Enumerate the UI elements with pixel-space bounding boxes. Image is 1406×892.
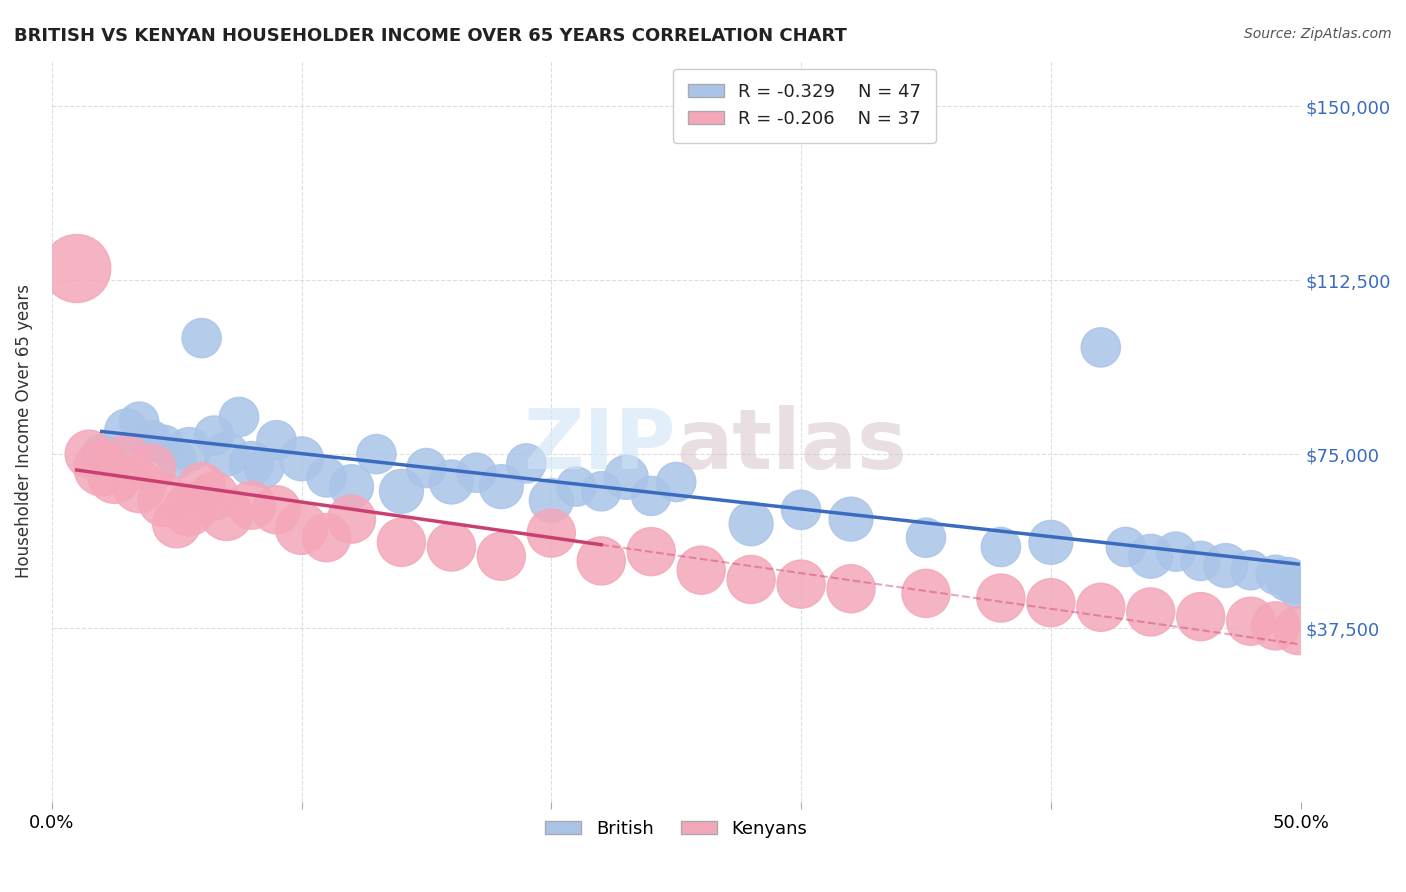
Point bbox=[515, 457, 537, 471]
Point bbox=[166, 451, 188, 466]
Point bbox=[740, 573, 762, 587]
Point bbox=[415, 461, 437, 475]
Point bbox=[1285, 577, 1308, 591]
Point bbox=[290, 451, 312, 466]
Point bbox=[115, 424, 138, 438]
Point bbox=[366, 447, 388, 461]
Point bbox=[391, 535, 413, 549]
Point bbox=[141, 434, 163, 448]
Point bbox=[1090, 600, 1112, 615]
Point bbox=[839, 512, 862, 526]
Point bbox=[614, 470, 637, 484]
Point bbox=[665, 475, 688, 489]
Point bbox=[90, 461, 112, 475]
Point bbox=[228, 409, 250, 424]
Point bbox=[128, 415, 150, 429]
Point bbox=[690, 563, 713, 577]
Text: ZIP: ZIP bbox=[523, 405, 676, 486]
Point bbox=[266, 503, 288, 517]
Point bbox=[1039, 596, 1062, 610]
Point bbox=[190, 331, 212, 345]
Point bbox=[491, 549, 513, 564]
Point bbox=[540, 493, 562, 508]
Point bbox=[1240, 563, 1263, 577]
Point bbox=[1286, 624, 1309, 638]
Point bbox=[77, 447, 100, 461]
Point bbox=[1264, 567, 1286, 582]
Point bbox=[1139, 549, 1161, 564]
Point bbox=[990, 591, 1012, 605]
Point bbox=[591, 554, 613, 568]
Point bbox=[465, 466, 488, 480]
Point bbox=[153, 438, 176, 452]
Point bbox=[315, 470, 337, 484]
Point bbox=[1277, 573, 1299, 587]
Point bbox=[1240, 614, 1263, 628]
Legend: British, Kenyans: British, Kenyans bbox=[538, 813, 814, 846]
Point bbox=[253, 461, 276, 475]
Point bbox=[915, 531, 938, 545]
Point bbox=[103, 470, 125, 484]
Text: Source: ZipAtlas.com: Source: ZipAtlas.com bbox=[1244, 27, 1392, 41]
Point bbox=[202, 428, 225, 442]
Point bbox=[591, 484, 613, 499]
Point bbox=[1189, 609, 1212, 624]
Point bbox=[340, 480, 363, 494]
Text: atlas: atlas bbox=[676, 405, 907, 486]
Point bbox=[340, 512, 363, 526]
Point bbox=[839, 582, 862, 596]
Point bbox=[990, 540, 1012, 554]
Point bbox=[1264, 619, 1286, 633]
Point bbox=[540, 526, 562, 541]
Point bbox=[202, 489, 225, 503]
Point bbox=[290, 521, 312, 535]
Text: BRITISH VS KENYAN HOUSEHOLDER INCOME OVER 65 YEARS CORRELATION CHART: BRITISH VS KENYAN HOUSEHOLDER INCOME OVE… bbox=[14, 27, 846, 45]
Point bbox=[315, 531, 337, 545]
Point bbox=[1215, 558, 1237, 573]
Point bbox=[1286, 582, 1309, 596]
Point bbox=[740, 516, 762, 531]
Point bbox=[240, 457, 263, 471]
Point bbox=[1189, 554, 1212, 568]
Point bbox=[440, 475, 463, 489]
Point bbox=[640, 489, 662, 503]
Point bbox=[266, 434, 288, 448]
Point bbox=[440, 540, 463, 554]
Point bbox=[128, 480, 150, 494]
Point bbox=[640, 544, 662, 558]
Point bbox=[1139, 605, 1161, 619]
Point bbox=[215, 447, 238, 461]
Point bbox=[215, 508, 238, 522]
Point bbox=[115, 451, 138, 466]
Point bbox=[790, 503, 813, 517]
Point bbox=[565, 480, 588, 494]
Point bbox=[1090, 340, 1112, 354]
Point bbox=[1039, 535, 1062, 549]
Point bbox=[166, 516, 188, 531]
Y-axis label: Householder Income Over 65 years: Householder Income Over 65 years bbox=[15, 284, 32, 578]
Point bbox=[491, 480, 513, 494]
Point bbox=[1164, 544, 1187, 558]
Point bbox=[1115, 540, 1137, 554]
Point bbox=[915, 586, 938, 600]
Point bbox=[141, 461, 163, 475]
Point bbox=[190, 480, 212, 494]
Point bbox=[790, 577, 813, 591]
Point bbox=[90, 447, 112, 461]
Point bbox=[240, 498, 263, 512]
Point bbox=[179, 503, 201, 517]
Point bbox=[179, 442, 201, 457]
Point bbox=[153, 493, 176, 508]
Point bbox=[66, 261, 89, 276]
Point bbox=[391, 484, 413, 499]
